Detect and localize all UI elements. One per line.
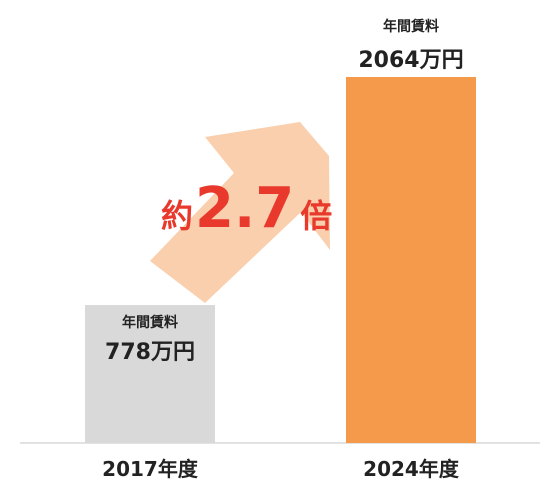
multiplier-annotation: 約2.7 倍 [161,176,332,241]
value-label-2017: 778万円 [105,340,195,365]
growth-arrow-icon [150,122,330,303]
multiplier-suffix: 倍 [300,197,332,235]
category-label-2024: 2024年度 [363,457,460,481]
category-label-2017: 2017年度 [102,457,199,481]
bar-2024 [346,77,476,443]
bar-caption-2024: 年間賃料 [383,18,439,35]
bar-caption-2017: 年間賃料 [122,314,178,331]
value-label-2024: 2064万円 [358,48,463,73]
bar-2017 [85,305,215,443]
multiplier-prefix: 約 [161,197,193,235]
multiplier-value: 2.7 [195,176,294,241]
